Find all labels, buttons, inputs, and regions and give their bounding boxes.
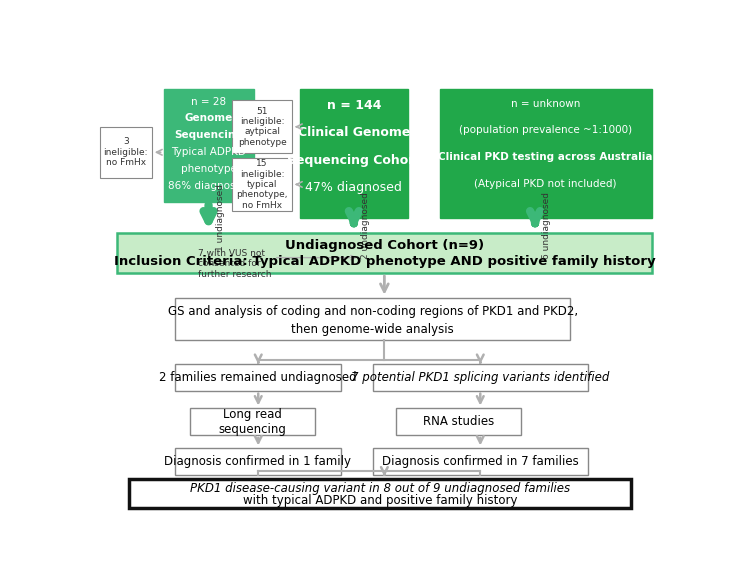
Text: Undiagnosed Cohort (n=9): Undiagnosed Cohort (n=9) (285, 240, 484, 252)
Text: RNA studies: RNA studies (423, 415, 494, 428)
Bar (300, 89, 408, 218)
Text: 47% diagnosed: 47% diagnosed (305, 181, 402, 194)
Bar (117, 233, 652, 273)
Text: 6 undiagnosed: 6 undiagnosed (542, 192, 551, 259)
Bar (190, 408, 315, 435)
Text: PKD1 disease-causing variant in 8 out of 9 undiagnosed families: PKD1 disease-causing variant in 8 out of… (190, 482, 570, 495)
Text: 2 families remained undiagnosed: 2 families remained undiagnosed (159, 371, 357, 384)
Text: Sequencing: Sequencing (174, 130, 243, 141)
Text: Sequencing Cohort: Sequencing Cohort (287, 154, 421, 167)
Bar (232, 158, 292, 211)
Text: GS and analysis of coding and non-coding regions of PKD1 and PKD2,: GS and analysis of coding and non-coding… (168, 305, 578, 317)
Text: (population prevalence ~1:1000): (population prevalence ~1:1000) (459, 126, 632, 135)
Text: (Atypical PKD not included): (Atypical PKD not included) (475, 179, 617, 189)
Text: Typical ADPKD: Typical ADPKD (171, 147, 246, 157)
Text: Diagnosis confirmed in 1 family: Diagnosis confirmed in 1 family (164, 455, 352, 468)
Text: Inclusion Criteria: Typical ADPKD phenotype AND positive family history: Inclusion Criteria: Typical ADPKD phenot… (113, 256, 656, 268)
Bar (396, 408, 521, 435)
Text: 1 undiagnosed: 1 undiagnosed (215, 184, 224, 251)
Bar (175, 448, 340, 475)
Bar (232, 100, 292, 153)
Text: n = 144: n = 144 (326, 99, 381, 112)
Bar (175, 364, 340, 391)
Bar (164, 89, 254, 202)
Text: Long read
sequencing: Long read sequencing (218, 408, 286, 435)
Bar (373, 364, 588, 391)
Text: n = unknown: n = unknown (511, 99, 580, 109)
Bar (373, 448, 588, 475)
Text: then genome-wide analysis: then genome-wide analysis (291, 323, 454, 336)
Text: Genome: Genome (184, 113, 232, 123)
Text: 15
ineligible:
typical
phenotype,
no FmHx: 15 ineligible: typical phenotype, no FmH… (236, 159, 288, 210)
Text: 3
ineligible:
no FmHx: 3 ineligible: no FmHx (104, 138, 148, 167)
Text: Clinical Genome: Clinical Genome (298, 126, 410, 139)
Bar (440, 89, 652, 218)
Text: 7 potential PKD1 splicing variants identified: 7 potential PKD1 splicing variants ident… (351, 371, 610, 384)
Text: Diagnosis confirmed in 7 families: Diagnosis confirmed in 7 families (382, 455, 579, 468)
Text: Clinical PKD testing across Australia: Clinical PKD testing across Australia (439, 152, 653, 162)
Text: with typical ADPKD and positive family history: with typical ADPKD and positive family h… (243, 494, 518, 507)
Text: 86% diagnosed: 86% diagnosed (168, 181, 249, 191)
Text: 51
ineligible:
aytpical
phenotype: 51 ineligible: aytpical phenotype (238, 107, 286, 147)
Text: 2 undiagnosed: 2 undiagnosed (361, 192, 370, 259)
Text: phenotype: phenotype (181, 164, 236, 174)
Bar (100, 127, 152, 178)
Text: n = 28: n = 28 (191, 97, 226, 107)
Text: 7 with VUS not
consented for
further research: 7 with VUS not consented for further res… (197, 249, 271, 279)
Bar (129, 479, 632, 508)
Bar (175, 298, 570, 340)
